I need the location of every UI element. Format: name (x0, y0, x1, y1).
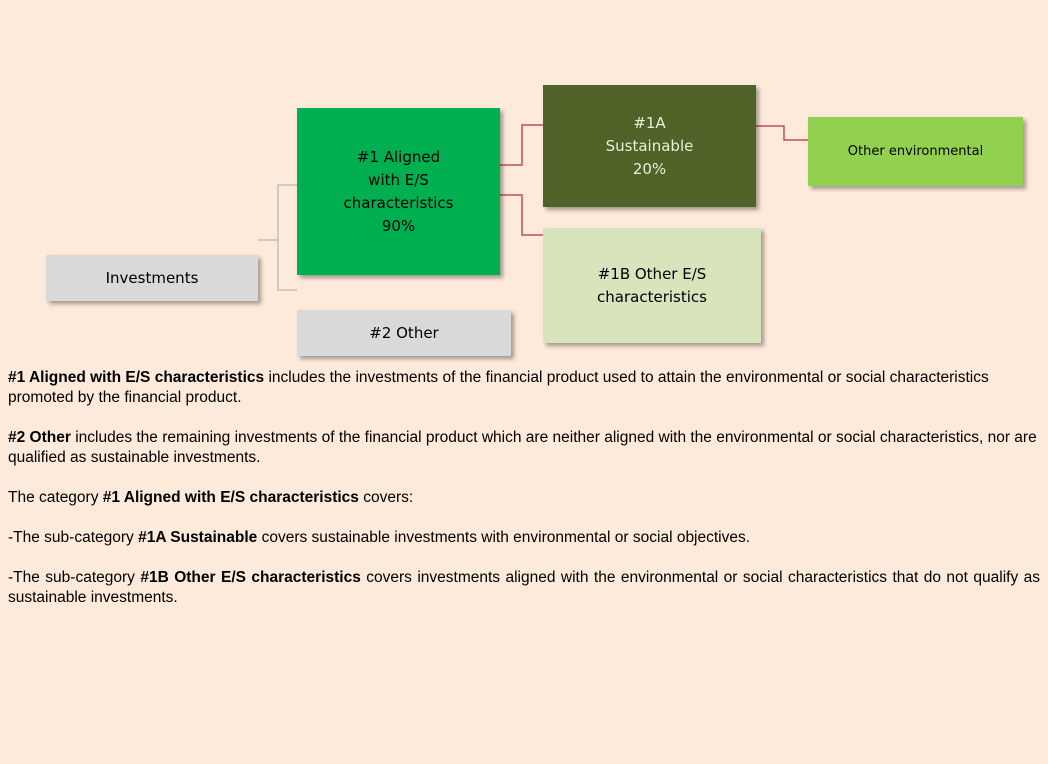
description: #1 Aligned with E/S characteristics incl… (8, 368, 1040, 628)
node-label: Investments (105, 268, 199, 287)
node-box: Other environmental (808, 117, 1023, 186)
node-label: 90% (381, 216, 416, 235)
bold-term: #1 Aligned with E/S characteristics (102, 489, 359, 506)
node-label: Sustainable (605, 136, 694, 155)
node-label: #1B Other E/S (597, 264, 707, 283)
text-run: includes the investments of the financia… (8, 369, 989, 406)
text-run: The category (8, 489, 103, 506)
node-box: #1 Aligned with E/S characteristics 90% (297, 108, 500, 275)
node-box: #1A Sustainable 20% (543, 85, 756, 207)
paragraph: -The sub-category #1A Sustainable covers… (8, 528, 1040, 548)
bold-term: #1A Sustainable (138, 529, 258, 546)
node-label: with E/S (368, 170, 429, 189)
connector (500, 124, 543, 166)
node-label: #2 Other (369, 323, 439, 342)
node-label: Other environmental (847, 144, 984, 159)
text-run: covers sustainable investments with envi… (257, 529, 751, 546)
bold-term: #1 Aligned with E/S characteristics (8, 369, 265, 386)
node-label: #1A (633, 113, 666, 132)
paragraph: #1 Aligned with E/S characteristics incl… (8, 368, 1040, 408)
node-box: #2 Other (297, 310, 511, 356)
text-run: -The sub-category (8, 529, 139, 546)
connectors (258, 124, 808, 291)
node-label: 20% (632, 159, 667, 178)
text-run: covers investments aligned with the envi… (8, 569, 1040, 606)
paragraph: -The sub-category #1B Other E/S characte… (8, 568, 1040, 608)
node-box: Investments (46, 255, 258, 301)
text-run: includes the remaining investments of th… (8, 429, 1037, 466)
connector (756, 125, 808, 141)
node-box: #1B Other E/S characteristics (543, 228, 761, 343)
connector (277, 184, 297, 291)
diagram: Investments #1 Aligned with E/S characteris… (0, 0, 1048, 364)
text-run: -The sub-category (8, 569, 141, 586)
bold-term: #2 Other (8, 429, 71, 446)
bold-term: #1B Other E/S characteristics (140, 569, 361, 586)
node-label: characteristics (343, 193, 454, 212)
paragraph: The category #1 Aligned with E/S charact… (8, 488, 1040, 508)
paragraph: #2 Other includes the remaining investme… (8, 428, 1040, 468)
text-run: covers: (358, 489, 414, 506)
node-label: #1 Aligned (356, 147, 441, 166)
node-label: characteristics (597, 287, 707, 306)
connector (500, 194, 543, 236)
